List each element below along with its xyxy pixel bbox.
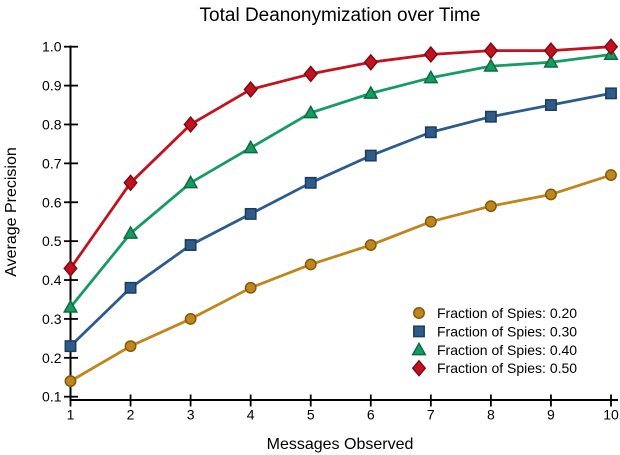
x-tick-label: 7 [427,407,435,423]
data-point [244,281,257,294]
data-point [423,69,439,84]
y-axis-label: Average Precision [3,147,20,277]
data-point [304,258,317,271]
data-point [543,42,559,60]
data-point [484,110,497,123]
y-tick-label: 0.9 [42,78,62,94]
data-point [183,174,199,189]
series-line [69,45,613,270]
legend-marker-icon [413,307,425,319]
data-point [303,104,319,119]
chart-title: Total Deanonymization over Time [200,5,481,26]
data-point [62,299,79,313]
data-point [304,176,317,189]
legend-label: Fraction of Spies: 0.30 [437,323,577,339]
series-line [69,91,613,348]
data-point [543,54,559,68]
legend-marker-icon [411,359,427,377]
data-point [243,80,258,99]
y-tick-label: 0.2 [42,350,62,366]
x-tick-label: 4 [247,407,255,423]
series-1 [64,87,617,353]
data-point [363,85,379,99]
y-tick-label: 0.8 [42,116,62,132]
x-axis-label: Messages Observed [267,436,414,453]
data-point [184,239,197,251]
data-point [424,126,437,139]
data-point [123,174,138,192]
data-point [605,169,617,181]
y-tick-label: 0.4 [42,272,62,288]
data-point [303,65,318,83]
x-tick-label: 1 [67,407,75,423]
legend: Fraction of Spies: 0.20 Fraction of Spies… [411,305,577,377]
data-point [603,38,619,56]
x-tick-label: 2 [127,407,135,423]
legend-item: Fraction of Spies: 0.50 [411,359,577,377]
y-tick-label: 0.7 [42,155,62,171]
data-point [544,188,557,201]
y-tick-label: 0.1 [42,389,62,405]
x-tick-label: 5 [307,407,315,423]
data-point [244,207,257,220]
data-point [423,45,439,64]
x-tick-label: 10 [603,407,619,423]
data-point [364,239,377,251]
data-point [483,58,499,72]
y-tick-label: 0.3 [42,311,62,327]
series-layer [62,38,619,388]
data-point [183,115,198,134]
data-point [424,215,437,228]
x-tick-label: 3 [187,407,195,423]
legend-item: Fraction of Spies: 0.20 [413,305,577,321]
data-point [483,42,499,60]
y-tick-label: 0.6 [42,194,62,210]
legend-label: Fraction of Spies: 0.50 [437,360,577,376]
data-point [124,281,137,294]
data-point [544,99,557,111]
y-tick-label: 0.5 [42,233,62,249]
data-point [243,139,259,154]
data-point [184,312,197,325]
data-point [63,259,78,277]
legend-marker-icon [411,341,427,356]
data-point [64,340,77,353]
series-line [69,53,613,309]
x-tick-label: 9 [547,407,555,423]
data-point [64,375,77,388]
legend-item: Fraction of Spies: 0.30 [413,323,577,339]
series-3 [63,38,619,277]
data-point [363,53,378,71]
data-point [605,87,617,100]
axes: 0.1 0.2 0.3 0.4 0.5 0.6 0.7 0.8 0.9 1.0 1 2 3 4 5 6 7 8 9 1… [42,39,619,423]
series-0 [64,169,617,388]
legend-marker-icon [413,325,425,338]
x-tick-label: 6 [367,407,375,423]
legend-label: Fraction of Spies: 0.40 [437,342,577,358]
y-tick-label: 1.0 [42,39,62,55]
series-line [69,173,613,383]
data-point [484,200,497,213]
data-point [364,149,377,162]
legend-label: Fraction of Spies: 0.20 [437,305,577,321]
x-tick-label: 8 [487,407,495,423]
series-2 [62,46,619,313]
data-point [124,340,137,353]
data-point [122,225,139,239]
legend-item: Fraction of Spies: 0.40 [411,341,577,358]
